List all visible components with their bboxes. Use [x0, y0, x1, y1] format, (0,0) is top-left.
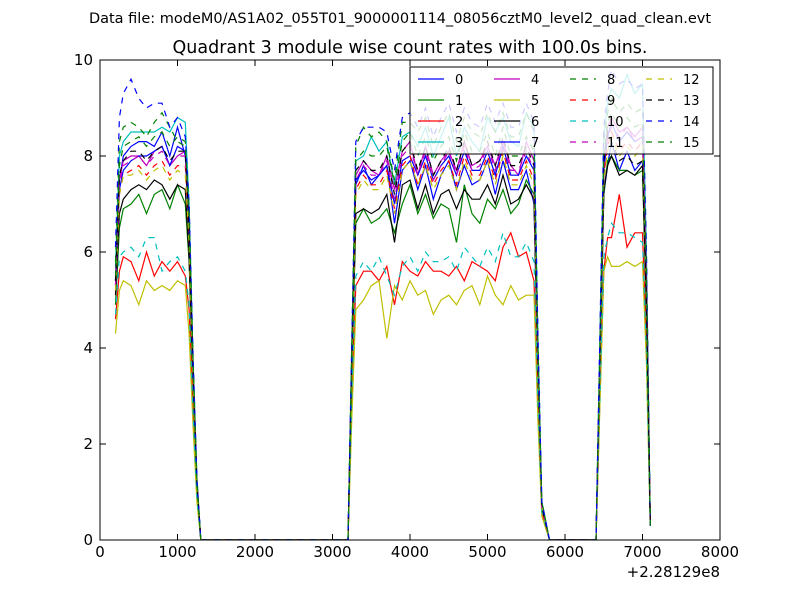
series-line-8	[114, 96, 651, 540]
x-tick-label: 6000	[546, 543, 584, 561]
legend-frame	[409, 66, 714, 155]
legend-label: 7	[531, 136, 539, 151]
x-tick-label: 8000	[701, 543, 739, 561]
y-tick-label: 6	[83, 243, 93, 261]
legend-label: 3	[455, 136, 463, 151]
series-line-10	[114, 221, 651, 540]
legend-label: 11	[607, 136, 624, 151]
legend-label: 9	[607, 94, 615, 109]
legend-label: 2	[455, 115, 463, 130]
legend-label: 5	[531, 94, 539, 109]
legend-label: 10	[607, 115, 624, 130]
legend-label: 0	[455, 73, 463, 88]
x-tick-label: 3000	[313, 543, 351, 561]
series-line-13	[114, 129, 651, 540]
x-tick-label: 4000	[391, 543, 429, 561]
legend-label: 8	[607, 73, 615, 88]
x-tick-label: 5000	[468, 543, 506, 561]
legend-label: 4	[531, 73, 539, 88]
suptitle: Data file: modeM0/AS1A02_055T01_90000011…	[89, 11, 711, 27]
x-tick-label: 7000	[623, 543, 661, 561]
series-line-14	[114, 67, 651, 540]
y-tick-label: 0	[83, 531, 93, 549]
x-offset-label: +2.28129e8	[627, 563, 720, 581]
series-line-11	[114, 126, 651, 540]
y-tick-label: 8	[83, 147, 93, 165]
y-tick-label: 4	[83, 339, 93, 357]
y-tick-label: 10	[74, 51, 93, 69]
legend-label: 12	[683, 73, 700, 88]
x-tick-label: 1000	[158, 543, 196, 561]
legend-label: 6	[531, 115, 539, 130]
chart-title: Quadrant 3 module wise count rates with …	[173, 38, 648, 58]
x-tick-label: 0	[95, 543, 105, 561]
legend-label: 15	[683, 136, 700, 151]
x-tick-label: 2000	[236, 543, 274, 561]
series-layer	[114, 67, 651, 540]
legend-label: 13	[683, 94, 700, 109]
legend-label: 1	[455, 94, 463, 109]
y-tick-label: 2	[83, 435, 93, 453]
legend-label: 14	[683, 115, 700, 130]
series-line-5	[114, 254, 651, 540]
